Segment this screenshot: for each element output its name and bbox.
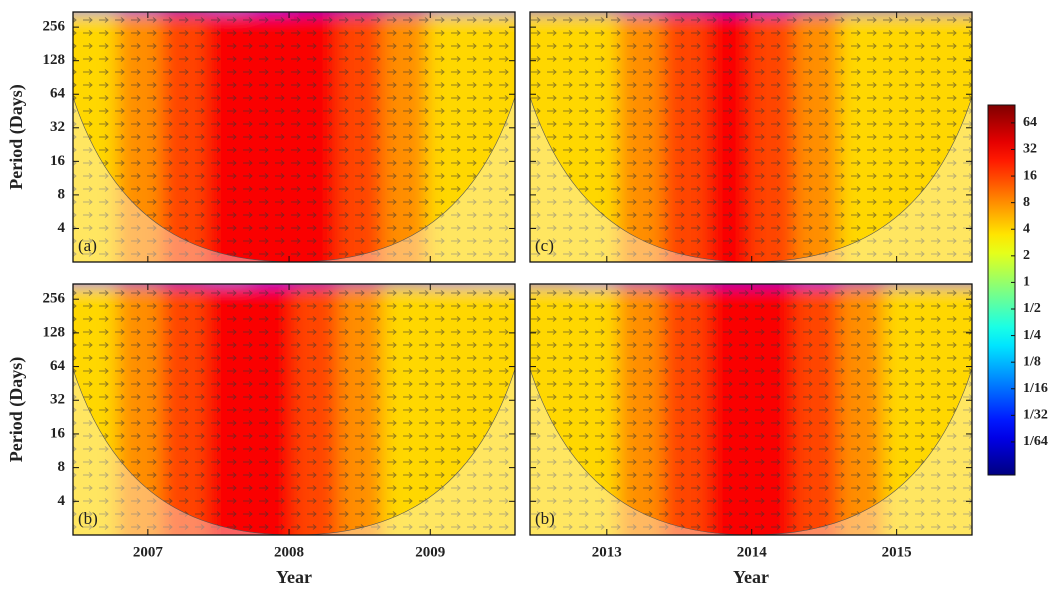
colorbar-tick-label: 16	[1023, 168, 1037, 183]
heatmap	[530, 284, 972, 535]
y-tick-label: 32	[50, 119, 65, 135]
colorbar-tick-label: 1/4	[1023, 328, 1041, 343]
panel-label: (b)	[535, 509, 555, 528]
y-tick-label: 4	[58, 493, 66, 509]
colorbar	[987, 104, 1016, 476]
y-tick-label: 64	[50, 358, 66, 374]
x-tick-label: 2013	[592, 544, 622, 560]
colorbar-tick-label: 1/32	[1023, 408, 1048, 423]
frame	[529, 283, 973, 536]
y-axis-label: Period (Days)	[6, 84, 27, 189]
phase-arrows	[530, 12, 972, 262]
colorbar-tick-label: 32	[1023, 142, 1037, 157]
y-tick-label: 128	[43, 324, 66, 340]
y-tick-label: 64	[50, 86, 66, 102]
y-tick-label: 256	[43, 291, 66, 307]
panel-label: (a)	[78, 236, 97, 255]
panel-label: (c)	[535, 236, 554, 255]
x-tick-label: 2009	[415, 544, 445, 560]
panel-label: (b)	[78, 509, 98, 528]
y-tick-label: 16	[50, 153, 66, 169]
x-tick-label: 2007	[133, 544, 164, 560]
phase-arrows	[73, 284, 515, 535]
colorbar-tick-label: 8	[1023, 195, 1030, 210]
y-axis-label: Period (Days)	[6, 357, 27, 462]
x-tick-label: 2015	[882, 544, 912, 560]
phase-arrows	[73, 12, 515, 262]
x-tick-label: 2008	[274, 544, 304, 560]
x-axis-label: Year	[276, 567, 312, 587]
y-tick-label: 256	[43, 19, 66, 35]
x-tick-label: 2014	[737, 544, 768, 560]
frame	[72, 11, 516, 263]
colorbar-tick-label: 1/16	[1023, 381, 1048, 396]
colorbar-tick-label: 1/2	[1023, 301, 1041, 316]
frame	[529, 11, 973, 263]
x-axis-label: Year	[733, 567, 769, 587]
y-tick-label: 16	[50, 425, 66, 441]
y-tick-label: 4	[58, 220, 66, 236]
y-tick-label: 8	[58, 186, 66, 202]
colorbar-tick-label: 2	[1023, 248, 1030, 263]
heatmap	[73, 12, 515, 262]
y-tick-label: 128	[43, 52, 66, 68]
y-tick-label: 32	[50, 392, 65, 408]
phase-arrows	[530, 284, 972, 535]
colorbar-tick-label: 1/64	[1023, 434, 1048, 449]
heatmap	[530, 12, 972, 262]
colorbar-tick-label: 1/8	[1023, 354, 1041, 369]
y-tick-label: 8	[58, 459, 66, 475]
frame	[72, 283, 516, 536]
colorbar-tick-label: 1	[1023, 275, 1030, 290]
colorbar-tick-label: 64	[1023, 115, 1037, 130]
heatmap	[73, 284, 515, 535]
colorbar-tick-label: 4	[1023, 221, 1030, 236]
